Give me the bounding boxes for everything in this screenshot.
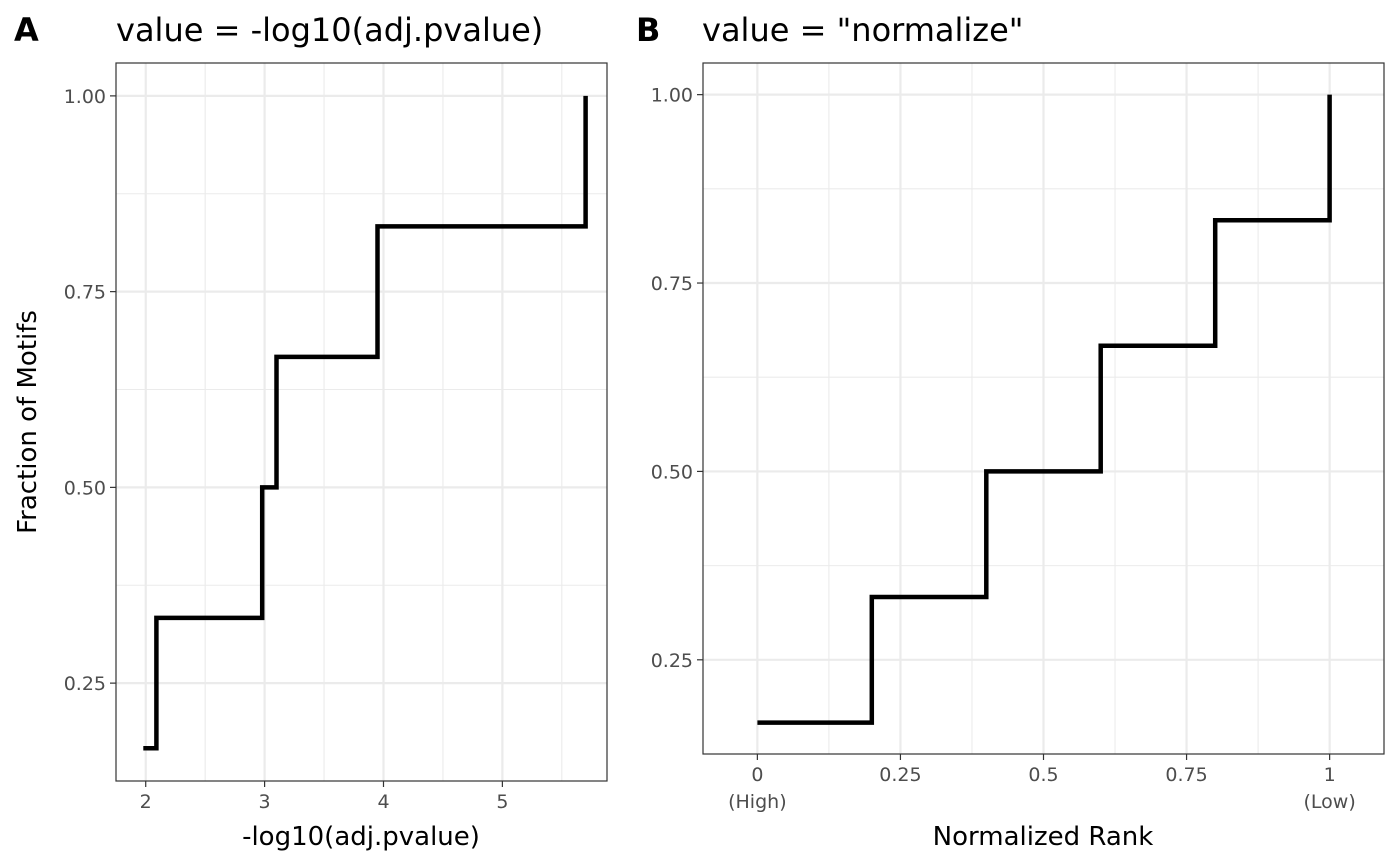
panel-b-grid <box>703 63 1384 754</box>
panel-a-grid <box>116 63 607 781</box>
panel-b-plot: 0 (High) 0.25 0.5 0.75 1 (Low) 0.25 0.50 0.75 1.00 <box>651 62 1385 813</box>
panel-b-title: value = "normalize" <box>702 11 1024 49</box>
panel-b-x-axis-title: Normalized Rank <box>933 822 1154 852</box>
panel-b-step-line <box>757 94 1332 725</box>
panel-a-x-tick-label: 4 <box>377 791 389 813</box>
panel-a-x-tick-label: 2 <box>140 791 152 813</box>
panel-a-x-tick-label: 5 <box>496 791 508 813</box>
panel-b-x-tick-label: 0.75 <box>1165 764 1207 786</box>
panel-a-y-tick-label: 0.25 <box>64 673 106 695</box>
panel-a-title: value = -log10(adj.pvalue) <box>116 11 543 49</box>
panel-a-x-tick-label: 3 <box>259 791 271 813</box>
panel-a-y-axis-title: Fraction of Motifs <box>13 310 43 534</box>
panel-a-plot: 2 3 4 5 0.25 0.50 0.75 1.00 <box>64 62 608 813</box>
panel-b-x-tick-label: 0 <box>751 764 763 786</box>
panel-b-x-tick-label: 1 <box>1324 764 1336 786</box>
panel-a-step-line <box>143 95 588 751</box>
panel-b-y-tick-label: 1.00 <box>651 85 693 107</box>
panel-a: A value = -log10(adj.pvalue) 2 3 4 5 0.25 0.5… <box>13 11 608 852</box>
panel-b-x-tick-sublabel: (High) <box>728 791 787 813</box>
panel-a-plot-frame <box>115 62 608 782</box>
panel-b-y-tick-label: 0.75 <box>651 273 693 295</box>
panel-b-y-tick-label: 0.50 <box>651 461 693 483</box>
panel-b: B value = "normalize" 0 (High) 0.25 0.5 0.75… <box>636 11 1385 852</box>
panel-a-y-tick-label: 1.00 <box>64 86 106 108</box>
panel-a-x-axis-title: -log10(adj.pvalue) <box>242 822 480 852</box>
panel-a-tag: A <box>14 11 39 49</box>
panel-a-y-tick-label: 0.75 <box>64 282 106 304</box>
panel-b-tag: B <box>636 11 660 49</box>
panel-b-x-tick-sublabel: (Low) <box>1304 791 1356 813</box>
panel-b-x-tick-label: 0.5 <box>1028 764 1058 786</box>
panel-b-x-tick-label: 0.25 <box>879 764 921 786</box>
panel-b-y-tick-label: 0.25 <box>651 650 693 672</box>
panel-a-y-tick-label: 0.50 <box>64 477 106 499</box>
